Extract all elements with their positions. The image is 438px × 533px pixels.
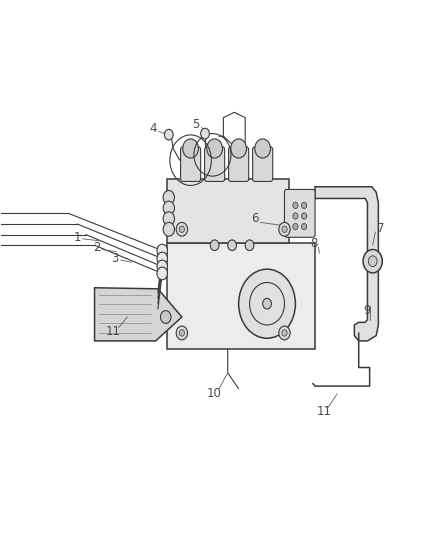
Circle shape	[282, 330, 287, 336]
Circle shape	[293, 223, 298, 230]
Text: 3: 3	[111, 252, 119, 265]
Circle shape	[363, 249, 382, 273]
FancyBboxPatch shape	[285, 189, 315, 237]
Circle shape	[301, 223, 307, 230]
Circle shape	[163, 201, 174, 215]
Circle shape	[279, 222, 290, 236]
Circle shape	[239, 269, 295, 338]
Circle shape	[201, 128, 209, 139]
Circle shape	[231, 139, 247, 158]
Circle shape	[228, 240, 237, 251]
Text: 8: 8	[311, 237, 318, 250]
Circle shape	[163, 190, 174, 204]
Text: 7: 7	[377, 222, 384, 235]
Circle shape	[157, 252, 167, 265]
Circle shape	[163, 222, 174, 236]
Circle shape	[179, 330, 184, 336]
Circle shape	[293, 202, 298, 208]
Circle shape	[255, 139, 271, 158]
Circle shape	[176, 326, 187, 340]
Text: 1: 1	[73, 231, 81, 244]
FancyBboxPatch shape	[253, 147, 273, 181]
Polygon shape	[315, 187, 378, 341]
Circle shape	[160, 311, 171, 324]
Polygon shape	[166, 179, 289, 243]
Circle shape	[245, 240, 254, 251]
Text: 11: 11	[317, 405, 332, 417]
Circle shape	[157, 267, 167, 280]
Circle shape	[263, 298, 272, 309]
FancyBboxPatch shape	[229, 147, 249, 181]
Circle shape	[176, 222, 187, 236]
Circle shape	[157, 244, 167, 257]
Circle shape	[282, 226, 287, 232]
Circle shape	[368, 256, 377, 266]
Polygon shape	[166, 243, 315, 349]
Circle shape	[183, 139, 198, 158]
Circle shape	[163, 212, 174, 225]
Circle shape	[301, 213, 307, 219]
Circle shape	[157, 260, 167, 273]
Polygon shape	[95, 288, 182, 341]
Text: 4: 4	[150, 122, 157, 135]
Circle shape	[164, 130, 173, 140]
Circle shape	[179, 226, 184, 232]
FancyBboxPatch shape	[180, 147, 201, 181]
Circle shape	[301, 202, 307, 208]
Text: 6: 6	[251, 212, 258, 225]
FancyBboxPatch shape	[205, 147, 225, 181]
Text: 11: 11	[106, 325, 121, 338]
Text: 5: 5	[193, 118, 200, 131]
Text: 9: 9	[363, 304, 370, 317]
Circle shape	[293, 213, 298, 219]
Text: 10: 10	[206, 386, 221, 400]
Circle shape	[279, 326, 290, 340]
Circle shape	[207, 139, 223, 158]
Circle shape	[210, 240, 219, 251]
Text: 2: 2	[93, 241, 100, 254]
